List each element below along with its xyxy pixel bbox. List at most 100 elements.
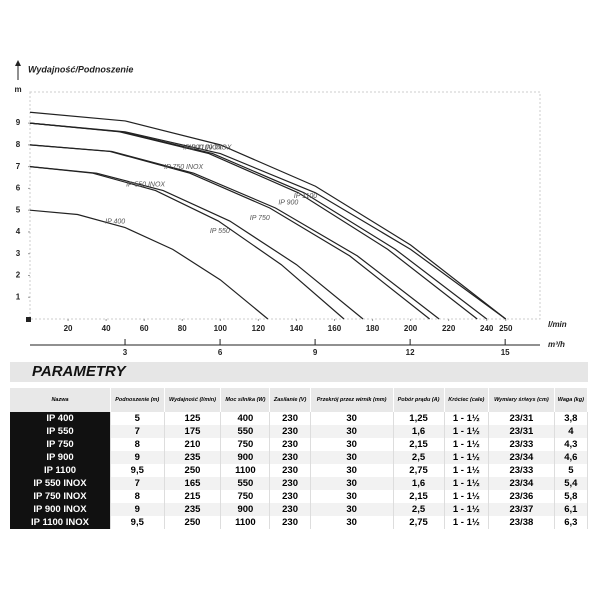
curve-label: IP 900 INOX bbox=[183, 144, 222, 151]
name-cell: IP 1100 INOX bbox=[10, 516, 111, 529]
table-row: IP 1100 9,5 250 1100 230 30 2,75 1 - 1½ 23/33 5 bbox=[10, 464, 589, 477]
cell: 3,8 bbox=[554, 412, 589, 425]
curve-label: IP 900 bbox=[278, 200, 298, 207]
cell: 230 bbox=[269, 490, 311, 503]
table-row: IP 900 INOX 9 235 900 230 30 2,5 1 - 1½ 23/37 6,1 bbox=[10, 503, 589, 516]
section-title: PARAMETRY bbox=[32, 363, 126, 380]
cell: 2,75 bbox=[393, 464, 445, 477]
name-cell: IP 400 bbox=[10, 412, 111, 425]
x-tick-label: 250 bbox=[499, 324, 513, 333]
y-tick-label: 1 bbox=[16, 292, 21, 301]
name-cell: IP 750 INOX bbox=[10, 490, 111, 503]
x2-tick-label: 3 bbox=[123, 348, 128, 357]
table-row: IP 1100 INOX 9,5 250 1100 230 30 2,75 1 - 1½ 23/… bbox=[10, 516, 589, 529]
x-tick-label: 100 bbox=[214, 324, 228, 333]
cell: 30 bbox=[310, 425, 394, 438]
cell: 215 bbox=[164, 490, 222, 503]
header-cell: Wydajność (l/min) bbox=[164, 388, 222, 412]
cell: 230 bbox=[269, 438, 311, 451]
curve-label: IP 550 INOX bbox=[126, 181, 165, 188]
cell: 30 bbox=[310, 477, 394, 490]
chart: Wydajność/Podnoszenie m l/min m³/h 12345… bbox=[14, 60, 567, 357]
x2-tick-label: 6 bbox=[218, 348, 223, 357]
y-arrow-head bbox=[15, 60, 21, 66]
x-tick-label: 240 bbox=[480, 324, 494, 333]
header-cell: Pobór prądu (A) bbox=[393, 388, 445, 412]
cell: 235 bbox=[164, 451, 222, 464]
curve-label: IP 1100 INOX bbox=[189, 144, 232, 151]
cell: 250 bbox=[164, 464, 222, 477]
x-tick-label: 180 bbox=[366, 324, 380, 333]
cell: 2,15 bbox=[393, 438, 445, 451]
cell: 9 bbox=[110, 451, 165, 464]
cell: 1,25 bbox=[393, 412, 445, 425]
cell: 2,5 bbox=[393, 451, 445, 464]
cell: 230 bbox=[269, 477, 311, 490]
cell: 1,6 bbox=[393, 477, 445, 490]
name-cell: IP 550 INOX bbox=[10, 477, 111, 490]
y-tick-label: 5 bbox=[16, 205, 21, 214]
pump-curve bbox=[29, 166, 345, 320]
plot-frame bbox=[29, 91, 541, 320]
cell: 23/34 bbox=[488, 477, 555, 490]
cell: 23/37 bbox=[488, 503, 555, 516]
cell: 30 bbox=[310, 503, 394, 516]
cell: 2,5 bbox=[393, 503, 445, 516]
pump-curve bbox=[29, 144, 430, 320]
curve-label: IP 400 bbox=[105, 218, 125, 225]
cell: 5 bbox=[110, 412, 165, 425]
cell: 5,8 bbox=[554, 490, 589, 503]
cell: 165 bbox=[164, 477, 222, 490]
table-body: IP 400 5 125 400 230 30 1,25 1 - 1½ 23/31 3,8 IP 5… bbox=[10, 412, 589, 529]
cell: 900 bbox=[220, 503, 271, 516]
cell: 5 bbox=[554, 464, 589, 477]
header-cell: Króciec (cale) bbox=[444, 388, 490, 412]
cell: 30 bbox=[310, 451, 394, 464]
cell: 23/31 bbox=[488, 412, 555, 425]
header-cell: Zasilanie (V) bbox=[269, 388, 311, 412]
curve-label: IP 750 bbox=[250, 215, 270, 222]
cell: 4,6 bbox=[554, 451, 589, 464]
cell: 6,1 bbox=[554, 503, 589, 516]
x-tick-label: 20 bbox=[64, 324, 73, 333]
cell: 30 bbox=[310, 438, 394, 451]
cell: 4,3 bbox=[554, 438, 589, 451]
y-tick-label: 2 bbox=[16, 271, 21, 280]
table-row: IP 400 5 125 400 230 30 1,25 1 - 1½ 23/31 3,8 bbox=[10, 412, 589, 425]
cell: 1 - 1½ bbox=[444, 412, 490, 425]
pump-curve bbox=[29, 122, 507, 320]
y-tick-label: 3 bbox=[16, 249, 21, 258]
cell: 1 - 1½ bbox=[444, 425, 490, 438]
x2-tick-label: 15 bbox=[501, 348, 510, 357]
cell: 9,5 bbox=[110, 464, 165, 477]
cell: 23/31 bbox=[488, 425, 555, 438]
x2-unit: m³/h bbox=[548, 340, 565, 349]
cell: 2,15 bbox=[393, 490, 445, 503]
curve-label: IP 750 INOX bbox=[164, 164, 203, 171]
header-cell: Wymiary śr/wys (cm) bbox=[488, 388, 555, 412]
cell: 550 bbox=[220, 477, 271, 490]
header-cell: Nazwa bbox=[10, 388, 111, 412]
cell: 23/34 bbox=[488, 451, 555, 464]
x-tick-label: 40 bbox=[102, 324, 111, 333]
origin bbox=[26, 317, 31, 322]
y-tick-label: 7 bbox=[16, 162, 21, 171]
cell: 8 bbox=[110, 490, 165, 503]
cell: 400 bbox=[220, 412, 271, 425]
cell: 7 bbox=[110, 477, 165, 490]
cell: 1 - 1½ bbox=[444, 516, 490, 529]
cell: 230 bbox=[269, 412, 311, 425]
cell: 5,4 bbox=[554, 477, 589, 490]
x-tick-label: 80 bbox=[178, 324, 187, 333]
cell: 235 bbox=[164, 503, 222, 516]
y-tick-label: 4 bbox=[16, 227, 21, 236]
x-tick-label: 60 bbox=[140, 324, 149, 333]
cell: 1 - 1½ bbox=[444, 503, 490, 516]
x-tick-label: 160 bbox=[328, 324, 342, 333]
x-unit: l/min bbox=[548, 320, 567, 329]
cell: 30 bbox=[310, 464, 394, 477]
header-cell: Podnoszenie (m) bbox=[110, 388, 165, 412]
name-cell: IP 750 bbox=[10, 438, 111, 451]
x-tick-label: 140 bbox=[290, 324, 304, 333]
cell: 230 bbox=[269, 425, 311, 438]
